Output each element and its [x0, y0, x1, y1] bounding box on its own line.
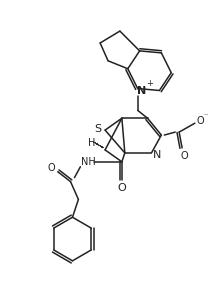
Text: H: H [87, 138, 95, 148]
Text: O: O [117, 182, 126, 193]
Text: +: + [146, 79, 153, 88]
Text: N: N [153, 150, 162, 160]
Text: O: O [196, 116, 204, 126]
Text: ⁻: ⁻ [204, 112, 208, 121]
Text: NH: NH [81, 157, 96, 167]
Text: S: S [95, 124, 102, 134]
Text: O: O [48, 163, 56, 173]
Text: N: N [137, 85, 146, 96]
Text: O: O [180, 151, 188, 161]
